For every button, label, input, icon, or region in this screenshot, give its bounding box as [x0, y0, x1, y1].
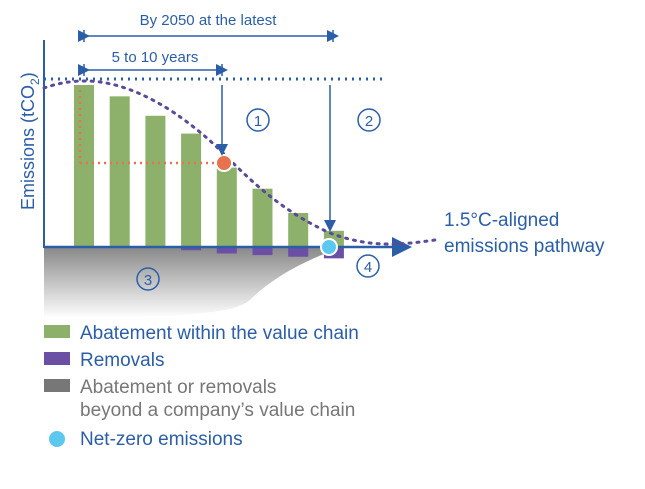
abatement-bar-3 [145, 115, 166, 247]
pathway-label-line1: 1.5°C-aligned [444, 210, 559, 231]
legend-label-abatement: Abatement within the value chain [80, 323, 359, 344]
legend-label-beyond-line1: Abatement or removals [80, 377, 276, 398]
marker-1: 1 [246, 108, 270, 132]
legend-swatch-removals [44, 352, 70, 365]
svg-text:2: 2 [365, 113, 373, 130]
legend-swatch-beyond [44, 379, 70, 392]
removals-bar-6 [252, 247, 273, 256]
abatement-bar-7 [288, 212, 309, 247]
legend-label-removals: Removals [80, 350, 164, 371]
beyond-value-chain-area [44, 248, 340, 318]
legend-swatch-net-zero [49, 431, 65, 447]
removals-bar-7 [288, 247, 309, 257]
svg-text:3: 3 [144, 272, 152, 289]
svg-text:4: 4 [364, 259, 372, 276]
abatement-bar-5 [216, 167, 237, 247]
span-short-label: 5 to 10 years [112, 49, 199, 66]
abatement-bar-6 [252, 188, 273, 247]
marker-3: 3 [136, 267, 160, 291]
legend-label-net-zero: Net-zero emissions [80, 429, 243, 450]
abatement-bar-4 [181, 133, 202, 247]
y-axis-label: Emissions (tCO2) [18, 72, 42, 210]
legend: Abatement within the value chain Removal… [44, 323, 359, 450]
intermediate-target-point [215, 154, 233, 172]
marker-2: 2 [357, 108, 381, 132]
svg-text:1: 1 [254, 113, 262, 130]
removals-bar-5 [216, 247, 237, 254]
removals-bar-4 [181, 247, 202, 251]
pathway-label-line2: emissions pathway [444, 236, 605, 257]
net-zero-point [320, 238, 338, 256]
legend-label-beyond-line2: beyond a company’s value chain [80, 400, 355, 421]
span-long-label: By 2050 at the latest [140, 12, 278, 29]
emissions-pathway-curve [42, 79, 437, 246]
abatement-bar-1 [74, 85, 94, 247]
marker-4: 4 [356, 254, 380, 278]
abatement-bar-2 [109, 96, 130, 247]
legend-swatch-abatement [44, 325, 70, 338]
